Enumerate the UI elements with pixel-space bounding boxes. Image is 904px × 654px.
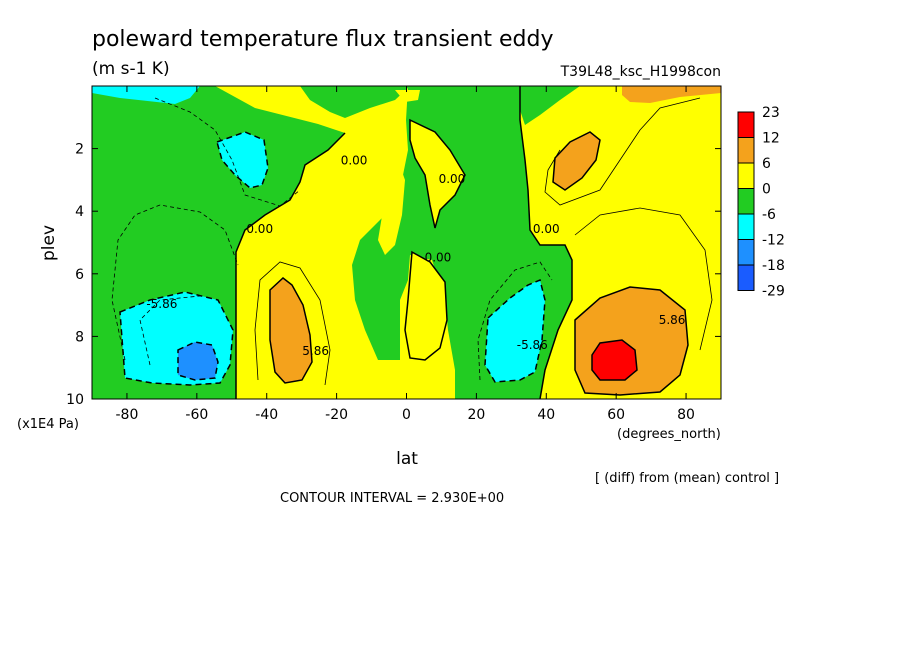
yellow-island-2 (378, 160, 405, 255)
green-region-nh-upper-left (520, 86, 580, 125)
colorbar-swatch (737, 239, 755, 266)
red-region-nh (592, 340, 637, 380)
contour-lines (111, 86, 713, 399)
colorbar-swatch (737, 213, 755, 240)
contour-label: 0.00 (246, 222, 273, 236)
colorbar-swatch (737, 137, 755, 164)
cyan-region-top-left (92, 86, 200, 104)
x-axis-units: (degrees_north) (617, 427, 721, 442)
colorbar-label: 23 (762, 105, 780, 121)
yellow-island-1 (410, 120, 465, 228)
y-tick-label: 10 (66, 392, 84, 408)
contour-labels: 0.00 0.00 0.00 0.00 0.00 -5.86 5.86 -5.86 5.86 (146, 153, 685, 358)
colorbar-swatch (737, 264, 755, 291)
colorbar-label: -12 (762, 233, 785, 249)
plot-area (92, 86, 721, 399)
x-tick-label: 40 (537, 407, 555, 423)
contour-label: 5.86 (659, 313, 686, 327)
x-tick-label: -20 (325, 407, 348, 423)
x-axis: -80 -60 -40 -20 0 20 40 60 80 (116, 86, 695, 423)
colorbar-swatch (737, 162, 755, 189)
x-tick-label: -40 (255, 407, 278, 423)
colorbar-label: 12 (762, 131, 780, 147)
y-tick-label: 8 (75, 329, 84, 345)
x-tick-label: 20 (467, 407, 485, 423)
chart-units: (m s-1 K) (92, 59, 170, 79)
y-axis: 2 4 6 8 10 (66, 142, 721, 408)
colorbar-label: 0 (762, 182, 771, 198)
contour-interval: CONTOUR INTERVAL = 2.930E+00 (280, 491, 504, 506)
cyan-region-sh-upper (217, 132, 268, 188)
x-tick-label: -80 (116, 407, 139, 423)
orange-region-top-right (622, 86, 721, 103)
chart-title: poleward temperature flux transient eddy (92, 27, 554, 52)
contour-label: 0.00 (425, 250, 452, 264)
blue-region-sh (178, 342, 218, 380)
colorbar-label: 6 (762, 156, 771, 172)
x-tick-label: -60 (185, 407, 208, 423)
contour-label: -5.86 (517, 338, 548, 352)
y-tick-label: 6 (75, 267, 84, 283)
orange-region-sh-lower (270, 278, 312, 383)
y-tick-label: 2 (75, 142, 84, 158)
x-tick-label: 60 (607, 407, 625, 423)
y-axis-label: plev (39, 225, 59, 261)
colorbar-swatch (737, 111, 755, 138)
contour-label: 0.00 (533, 222, 560, 236)
y-axis-units: (x1E4 Pa) (17, 417, 79, 432)
x-tick-label: 80 (677, 407, 695, 423)
colorbar-label: -29 (762, 284, 785, 300)
green-region-sh-secondary (300, 86, 410, 118)
colorbar-swatch (737, 188, 755, 215)
contour-label: 0.00 (439, 172, 466, 186)
colorbar: 23 12 6 0 -6 -12 -18 -29 (737, 105, 785, 300)
x-tick-label: 0 (402, 407, 411, 423)
run-label: T39L48_ksc_H1998con (560, 64, 721, 80)
colorbar-label: -6 (762, 207, 776, 223)
orange-region-nh-upper (553, 132, 600, 190)
footer-note: [ (diff) from (mean) control ] (595, 471, 779, 486)
yellow-island-3 (405, 252, 447, 360)
y-tick-label: 4 (75, 204, 84, 220)
x-axis-label: lat (396, 449, 418, 469)
cyan-region-nh-lower (485, 280, 545, 382)
contour-label: 0.00 (341, 153, 368, 167)
colorbar-label: -18 (762, 258, 785, 274)
yellow-island-4 (395, 90, 420, 102)
contour-label: 5.86 (302, 344, 329, 358)
contour-label: -5.86 (146, 297, 177, 311)
